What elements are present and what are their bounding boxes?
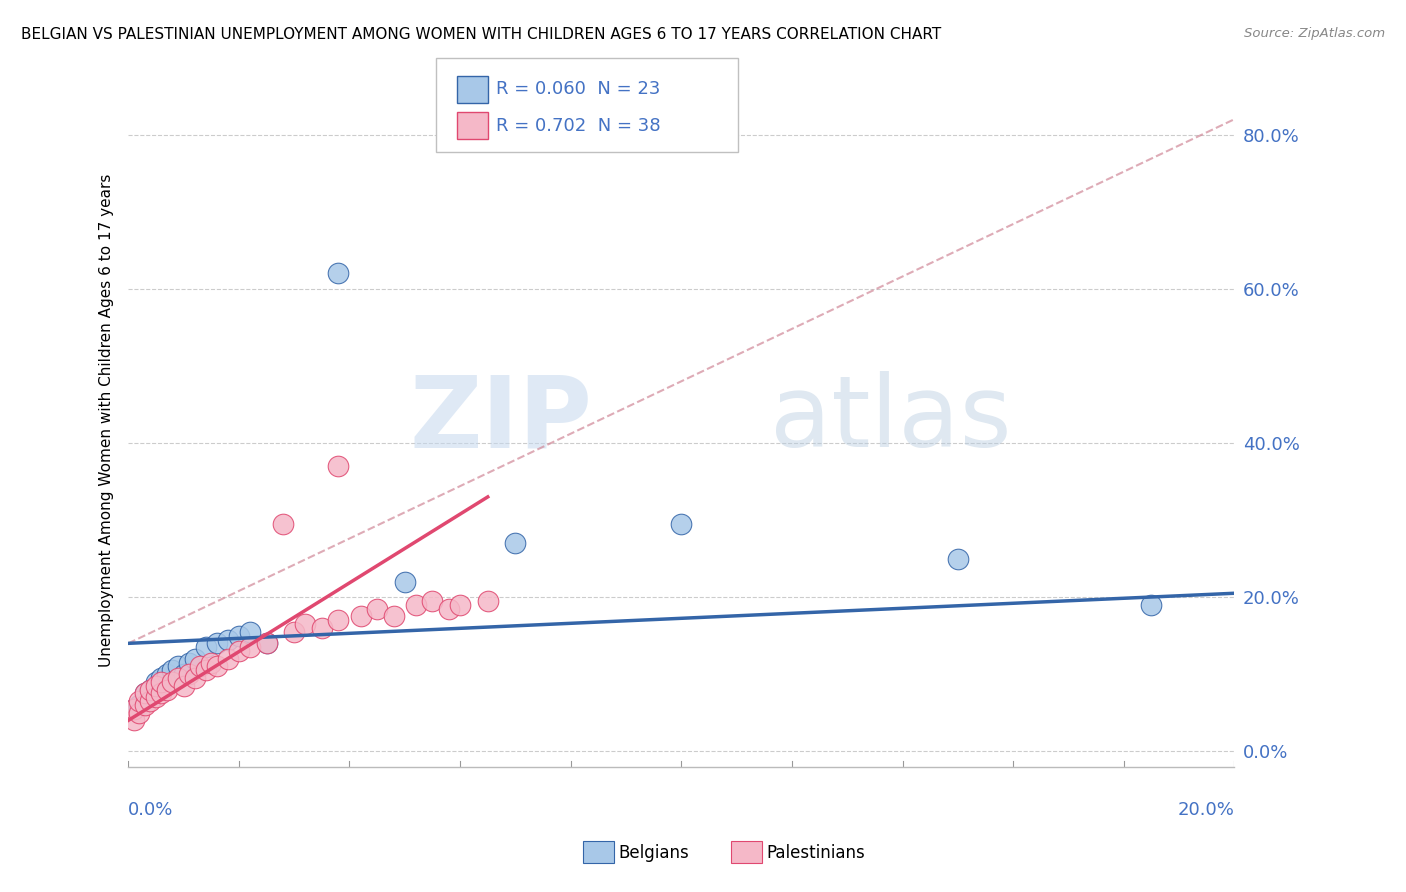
Text: 0.0%: 0.0%	[128, 801, 173, 820]
Point	[128, 694, 150, 708]
Point	[156, 682, 179, 697]
Point	[205, 636, 228, 650]
Text: Belgians: Belgians	[619, 844, 689, 862]
Point	[217, 652, 239, 666]
Point	[239, 624, 262, 639]
Point	[162, 674, 184, 689]
Point	[145, 674, 167, 689]
Point	[183, 671, 205, 685]
Point	[122, 702, 145, 716]
Point	[256, 636, 278, 650]
Point	[228, 629, 250, 643]
Point	[194, 663, 217, 677]
Point	[167, 659, 190, 673]
Y-axis label: Unemployment Among Women with Children Ages 6 to 17 years: Unemployment Among Women with Children A…	[100, 173, 114, 666]
Point	[422, 594, 444, 608]
Point	[134, 698, 156, 712]
Point	[156, 667, 179, 681]
Text: BELGIAN VS PALESTINIAN UNEMPLOYMENT AMONG WOMEN WITH CHILDREN AGES 6 TO 17 YEARS: BELGIAN VS PALESTINIAN UNEMPLOYMENT AMON…	[21, 27, 942, 42]
Point	[122, 714, 145, 728]
Point	[128, 706, 150, 720]
Point	[134, 686, 156, 700]
Point	[150, 686, 173, 700]
Text: ZIP: ZIP	[411, 371, 593, 468]
Point	[128, 698, 150, 712]
Point	[349, 609, 371, 624]
Point	[145, 679, 167, 693]
Point	[366, 601, 388, 615]
Point	[394, 574, 416, 589]
Point	[328, 266, 350, 280]
Point	[405, 598, 427, 612]
Text: Palestinians: Palestinians	[766, 844, 865, 862]
Point	[173, 679, 195, 693]
Point	[205, 659, 228, 673]
Point	[328, 459, 350, 474]
Point	[437, 601, 460, 615]
Point	[449, 598, 471, 612]
Point	[150, 671, 173, 685]
Point	[122, 702, 145, 716]
Point	[173, 667, 195, 681]
Text: R = 0.702  N = 38: R = 0.702 N = 38	[496, 117, 661, 135]
Point	[256, 636, 278, 650]
Point	[139, 682, 162, 697]
Point	[200, 656, 222, 670]
Point	[139, 694, 162, 708]
Point	[188, 659, 211, 673]
Point	[194, 640, 217, 655]
Point	[294, 617, 316, 632]
Point	[167, 671, 190, 685]
Point	[134, 686, 156, 700]
Point	[150, 674, 173, 689]
Point	[283, 624, 305, 639]
Text: atlas: atlas	[770, 371, 1011, 468]
Point	[145, 690, 167, 705]
Point	[139, 682, 162, 697]
Point	[162, 663, 184, 677]
Point	[183, 652, 205, 666]
Point	[671, 516, 693, 531]
Point	[177, 656, 200, 670]
Point	[228, 644, 250, 658]
Point	[177, 667, 200, 681]
Point	[505, 536, 527, 550]
Point	[217, 632, 239, 647]
Point	[382, 609, 405, 624]
Point	[328, 613, 350, 627]
Text: 20.0%: 20.0%	[1178, 801, 1234, 820]
Point	[477, 594, 499, 608]
Point	[1140, 598, 1163, 612]
Point	[271, 516, 294, 531]
Point	[311, 621, 333, 635]
Point	[239, 640, 262, 655]
Point	[946, 551, 969, 566]
Text: R = 0.060  N = 23: R = 0.060 N = 23	[496, 80, 661, 98]
Text: Source: ZipAtlas.com: Source: ZipAtlas.com	[1244, 27, 1385, 40]
